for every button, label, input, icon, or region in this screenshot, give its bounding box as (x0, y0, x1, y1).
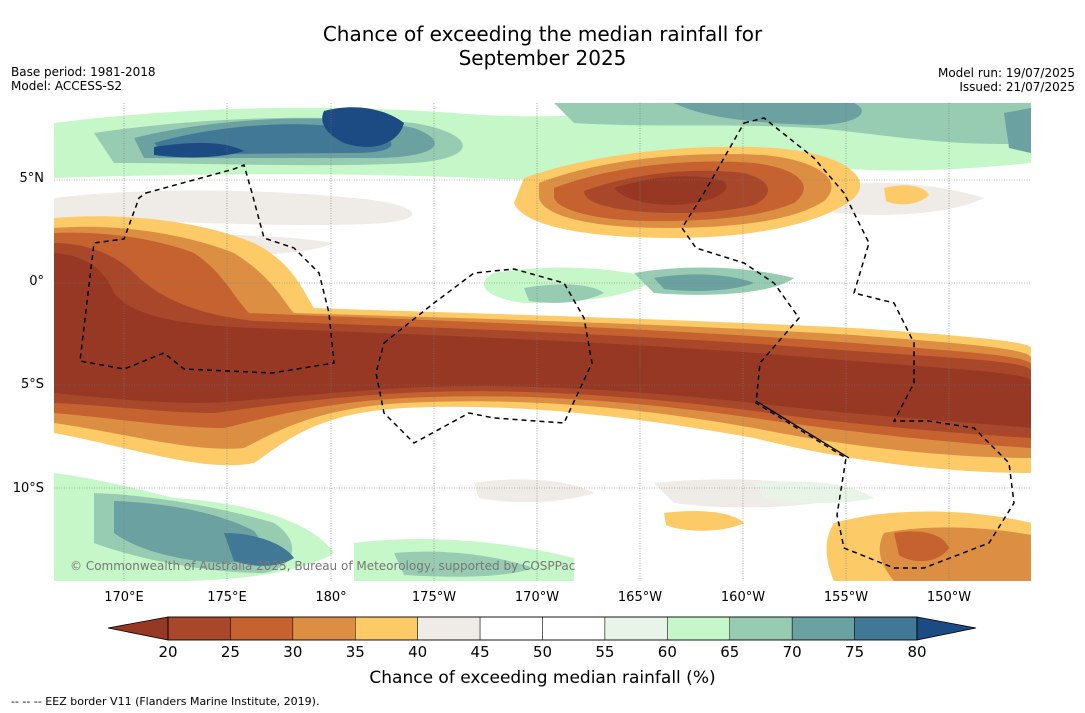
lat-label-5n: 5°N (19, 171, 45, 186)
colorbar-tick-label: 60 (657, 643, 677, 661)
lon-label-160w: 160°W (720, 590, 766, 605)
lon-label-150w: 150°W (926, 590, 972, 605)
colorbar-over-arrow (916, 616, 977, 641)
colorbar-tick-label: 40 (408, 643, 428, 661)
colorbar-tick-label: 65 (720, 643, 740, 661)
colorbar-under-arrow (107, 616, 169, 641)
colorbar-cell (854, 616, 918, 641)
rainfall-map (54, 103, 1031, 581)
colorbar-cell (355, 616, 418, 641)
colorbar-tick-label: 30 (283, 643, 303, 661)
lon-label-165w: 165°W (617, 590, 663, 605)
colorbar-cell (292, 616, 356, 641)
lon-label-180: 180° (315, 590, 347, 605)
colorbar-tick-label: 80 (907, 643, 927, 661)
colorbar-cell (167, 616, 231, 641)
copyright-notice: © Commonwealth of Australia 2025, Bureau… (70, 559, 576, 573)
title-line-1: Chance of exceeding the median rainfall … (322, 22, 763, 46)
eez-legend-note: -- -- -- EEZ border V11 (Flanders Marine… (11, 695, 320, 708)
colorbar-tick-label: 35 (345, 643, 365, 661)
colorbar-tick-label: 20 (158, 643, 178, 661)
model-run: Model run: 19/07/2025 (937, 66, 1075, 80)
colorbar-cell (604, 616, 668, 641)
lon-label-170e: 170°E (104, 590, 144, 605)
model-name: Model: ACCESS-S2 (11, 79, 123, 93)
issued-date: Issued: 21/07/2025 (959, 80, 1075, 94)
colorbar-tick-label: 45 (470, 643, 490, 661)
lon-label-175e: 175°E (207, 590, 247, 605)
colorbar-label: Chance of exceeding median rainfall (%) (369, 668, 716, 688)
colorbar-tick-label: 75 (845, 643, 865, 661)
lon-label-155w: 155°W (823, 590, 869, 605)
colorbar-cell (417, 616, 481, 641)
colorbar-tick-label: 55 (595, 643, 615, 661)
lon-label-170w: 170°W (514, 590, 560, 605)
map-title: Chance of exceeding the median rainfall … (0, 22, 1085, 70)
colorbar-cell (230, 616, 294, 641)
colorbar-tick-label: 25 (220, 643, 240, 661)
colorbar-tick-label: 50 (532, 643, 553, 661)
metadata-right: Model run: 19/07/2025 Issued: 21/07/2025 (938, 66, 1075, 94)
lat-label-0: 0° (29, 274, 44, 289)
rainfall-field (54, 103, 1031, 581)
colorbar-tick-label: 70 (782, 643, 802, 661)
eez-borders (79, 117, 1015, 569)
lon-label-175w: 175°W (411, 590, 457, 605)
title-line-2: September 2025 (458, 46, 627, 70)
colorbar-cell (729, 616, 793, 641)
eez-solid-borders (755, 400, 850, 459)
lat-label-10s: 10°S (12, 481, 44, 496)
colorbar-cell (667, 616, 730, 641)
graticule (54, 103, 1031, 581)
colorbar-cell (791, 616, 855, 641)
base-period: Base period: 1981-2018 (11, 65, 156, 79)
colorbar-cell (479, 616, 543, 641)
colorbar-cell (542, 616, 606, 641)
colorbar-frame (167, 616, 918, 641)
lat-label-5s: 5°S (20, 377, 44, 392)
colorbar-cells (167, 616, 918, 641)
metadata-left: Base period: 1981-2018 Model: ACCESS-S2 (11, 65, 156, 93)
colorbar (107, 616, 977, 641)
